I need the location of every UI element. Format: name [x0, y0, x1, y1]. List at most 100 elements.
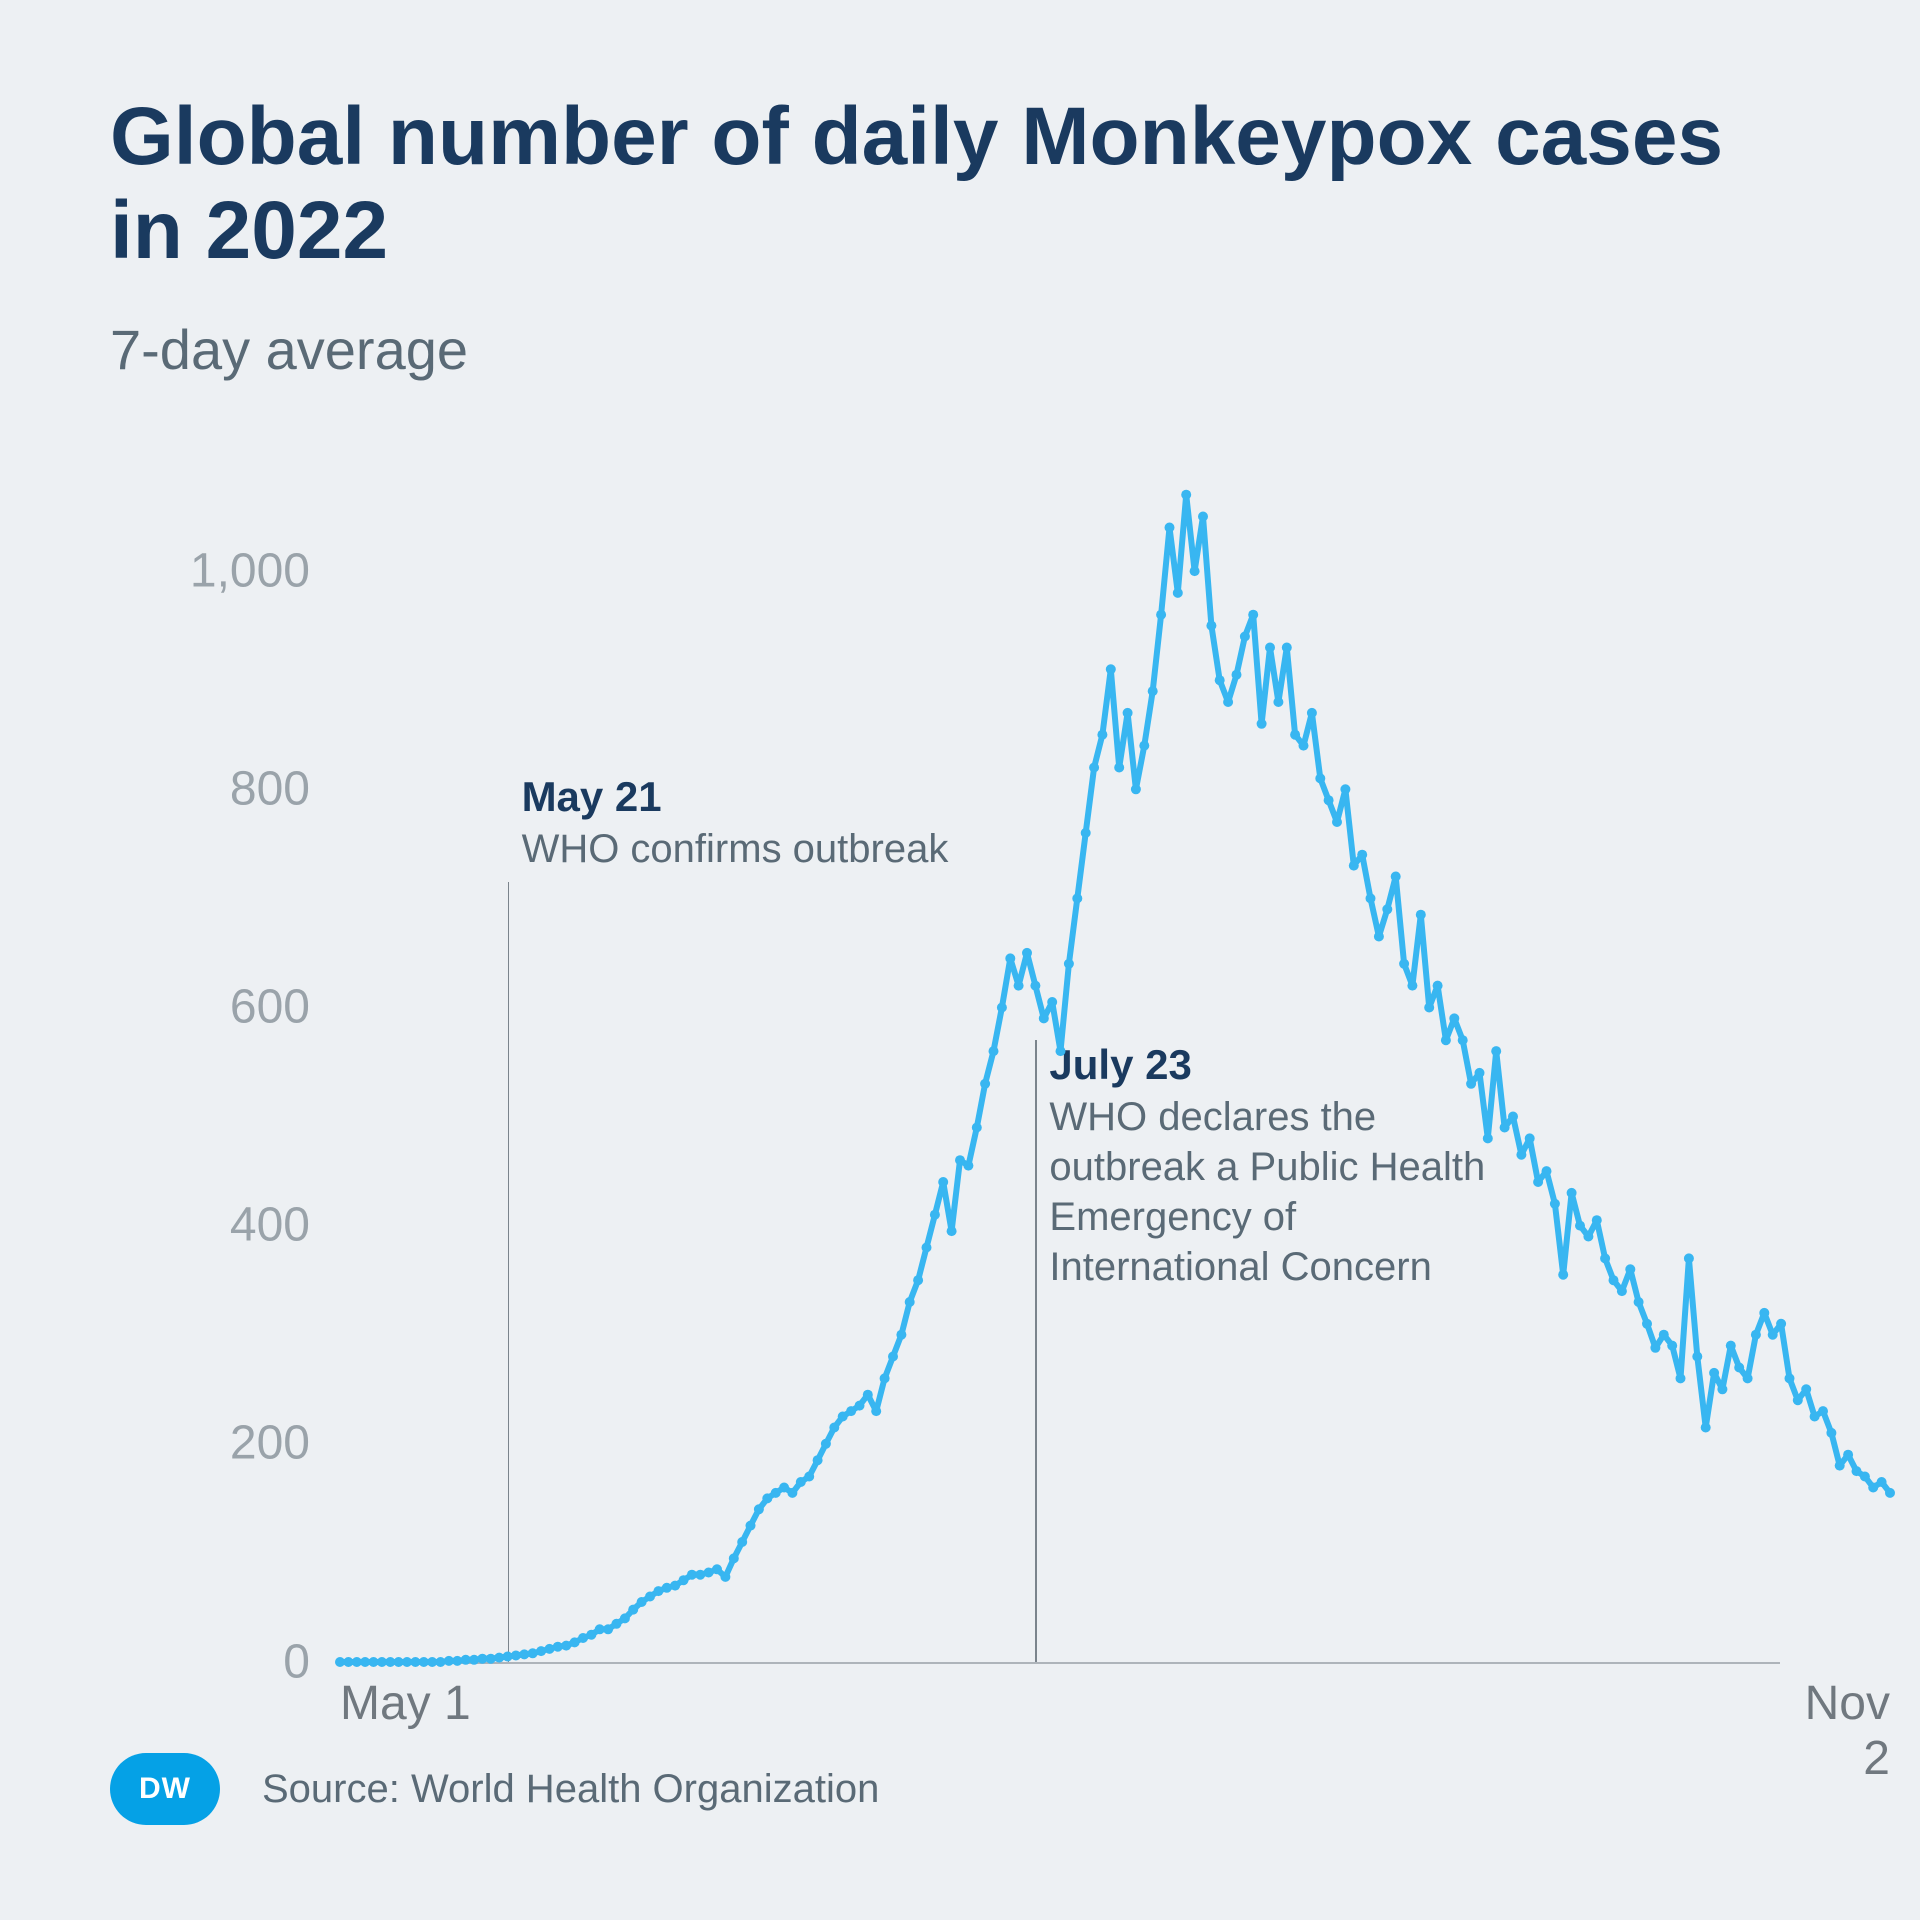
- series-marker: [997, 1002, 1007, 1012]
- series-marker: [838, 1411, 848, 1421]
- series-marker: [628, 1604, 638, 1614]
- series-marker: [1299, 740, 1309, 750]
- series-marker: [1717, 1384, 1727, 1394]
- series-marker: [1625, 1264, 1635, 1274]
- series-marker: [452, 1655, 462, 1665]
- series-marker: [846, 1406, 856, 1416]
- x-tick-label: May 1: [340, 1676, 471, 1731]
- series-marker: [880, 1373, 890, 1383]
- series-marker: [1491, 1046, 1501, 1056]
- series-marker: [888, 1351, 898, 1361]
- x-tick-label: Nov 2: [1805, 1676, 1890, 1786]
- series-marker: [1776, 1318, 1786, 1328]
- series-marker: [1500, 1122, 1510, 1132]
- series-marker: [1525, 1133, 1535, 1143]
- series-marker: [1659, 1329, 1669, 1339]
- series-marker: [1810, 1411, 1820, 1421]
- series-marker: [1366, 893, 1376, 903]
- series-marker: [1852, 1466, 1862, 1476]
- series-marker: [1181, 489, 1191, 499]
- series-marker: [1793, 1395, 1803, 1405]
- series-marker: [519, 1649, 529, 1659]
- chart-area: 02004006008001,000May 1Nov 2May 21WHO co…: [110, 462, 1810, 1662]
- series-marker: [913, 1275, 923, 1285]
- line-chart-svg: [340, 462, 1890, 1662]
- series-marker: [1558, 1269, 1568, 1279]
- series-marker: [930, 1209, 940, 1219]
- series-marker: [1374, 931, 1384, 941]
- series-marker: [1634, 1297, 1644, 1307]
- series-marker: [1232, 669, 1242, 679]
- series-marker: [729, 1553, 739, 1563]
- y-tick-label: 800: [230, 761, 310, 816]
- series-marker: [1550, 1198, 1560, 1208]
- series-marker: [511, 1650, 521, 1660]
- series-marker: [1826, 1427, 1836, 1437]
- series-marker: [1676, 1373, 1686, 1383]
- series-marker: [1114, 762, 1124, 772]
- series-marker: [1407, 980, 1417, 990]
- series-marker: [494, 1652, 504, 1662]
- series-marker: [1349, 860, 1359, 870]
- series-marker: [620, 1613, 630, 1623]
- series-marker: [1516, 1149, 1526, 1159]
- series-marker: [1030, 980, 1040, 990]
- series-marker: [1458, 1035, 1468, 1045]
- series-marker: [1047, 997, 1057, 1007]
- series-marker: [1206, 620, 1216, 630]
- series-marker: [1433, 980, 1443, 990]
- series-marker: [1190, 566, 1200, 576]
- series-marker: [1592, 1215, 1602, 1225]
- series-marker: [1667, 1340, 1677, 1350]
- series-marker: [896, 1329, 906, 1339]
- series-marker: [1483, 1133, 1493, 1143]
- series-marker: [1542, 1166, 1552, 1176]
- y-tick-label: 1,000: [190, 543, 310, 598]
- series-marker: [1785, 1373, 1795, 1383]
- series-marker: [1215, 675, 1225, 685]
- series-marker: [1609, 1275, 1619, 1285]
- series-marker: [1165, 522, 1175, 532]
- series-marker: [1198, 511, 1208, 521]
- series-marker: [1441, 1035, 1451, 1045]
- chart-title: Global number of daily Monkeypox cases i…: [110, 90, 1810, 279]
- series-marker: [1005, 953, 1015, 963]
- series-marker: [947, 1226, 957, 1236]
- series-marker: [796, 1477, 806, 1487]
- series-marker: [1567, 1187, 1577, 1197]
- series-marker: [779, 1482, 789, 1492]
- series-marker: [1156, 609, 1166, 619]
- series-marker: [1692, 1351, 1702, 1361]
- series-marker: [1843, 1449, 1853, 1459]
- series-marker: [905, 1297, 915, 1307]
- series-marker: [1768, 1329, 1778, 1339]
- series-marker: [1148, 686, 1158, 696]
- series-marker: [1022, 947, 1032, 957]
- series-marker: [1315, 773, 1325, 783]
- series-marker: [829, 1422, 839, 1432]
- series-marker: [1475, 1067, 1485, 1077]
- series-marker: [813, 1455, 823, 1465]
- series-marker: [972, 1122, 982, 1132]
- series-marker: [1307, 707, 1317, 717]
- series-marker: [612, 1618, 622, 1628]
- series-marker: [1139, 740, 1149, 750]
- series-marker: [436, 1657, 446, 1667]
- series-marker: [1743, 1373, 1753, 1383]
- series-marker: [1273, 697, 1283, 707]
- series-marker: [1617, 1286, 1627, 1296]
- series-marker: [670, 1580, 680, 1590]
- series-marker: [1123, 707, 1133, 717]
- series-marker: [1173, 587, 1183, 597]
- series-marker: [1466, 1078, 1476, 1088]
- series-marker: [1324, 795, 1334, 805]
- series-marker: [938, 1177, 948, 1187]
- series-marker: [1508, 1111, 1518, 1121]
- y-tick-label: 400: [230, 1198, 310, 1253]
- series-marker: [754, 1504, 764, 1514]
- series-marker: [1064, 958, 1074, 968]
- series-marker: [821, 1438, 831, 1448]
- series-marker: [1240, 631, 1250, 641]
- series-marker: [1600, 1253, 1610, 1263]
- series-marker: [1860, 1471, 1870, 1481]
